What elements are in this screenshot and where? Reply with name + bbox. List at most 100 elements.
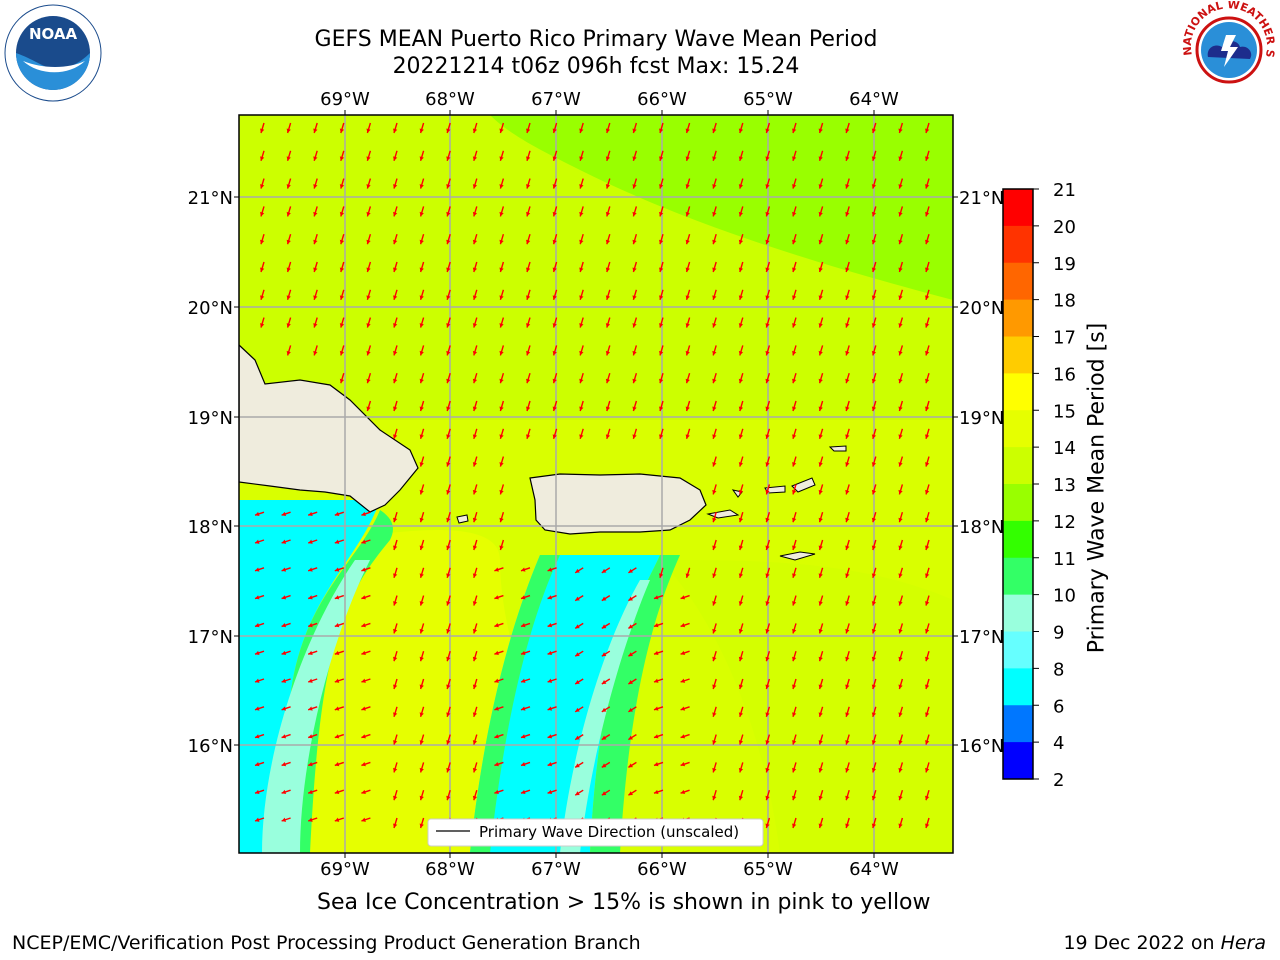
wave-arrow-head [419, 767, 424, 773]
wave-arrow-head [765, 489, 770, 495]
wave-arrow-head [575, 735, 580, 740]
wave-arrow-head [601, 763, 607, 768]
wave-arrow-head [260, 156, 265, 161]
wave-arrow-head [925, 323, 930, 328]
wave-arrow-head [845, 573, 850, 578]
wave-arrow-head [685, 295, 690, 300]
wave-arrow-head [419, 601, 424, 606]
wave-arrow-head [628, 680, 633, 684]
wave-arrow-head [499, 211, 504, 217]
wave-arrow-head [680, 706, 686, 711]
wave-arrow-head [925, 656, 930, 662]
wave-arrow-head [526, 295, 531, 300]
wave-arrow-head [393, 378, 398, 384]
wave-arrow-head [898, 267, 903, 272]
wave-arrow-head [738, 740, 744, 745]
longitude-label: 64°W [849, 859, 899, 880]
wave-arrow-head [845, 656, 850, 662]
wave-arrow-head [393, 156, 398, 161]
wave-arrow-head [393, 350, 398, 356]
wave-arrow-head [579, 211, 584, 217]
wave-arrow-head [472, 628, 478, 634]
wave-arrow-head [308, 567, 313, 572]
wave-arrow-head [738, 323, 744, 328]
wave-arrow-head [260, 239, 265, 245]
wave-arrow-head [366, 128, 371, 133]
wave-arrow-head [685, 211, 690, 217]
wave-arrow-head [446, 795, 451, 801]
longitude-label: 64°W [849, 89, 899, 110]
wave-arrow-head [472, 184, 478, 189]
period-zone-13 [490, 115, 953, 300]
wave-arrow-head [361, 539, 366, 544]
wave-arrow-head [526, 184, 531, 189]
wave-arrow-head [818, 601, 823, 606]
wave-arrow-head [765, 128, 770, 133]
chart-title: GEFS MEAN Puerto Rico Primary Wave Mean … [314, 27, 878, 52]
wave-arrow-head [499, 462, 504, 467]
wave-arrow-head [419, 434, 424, 439]
wave-arrow-head [393, 628, 398, 634]
wave-arrow-head [685, 323, 690, 328]
wave-arrow-head [499, 267, 504, 272]
wave-arrow-head [393, 545, 398, 550]
wave-arrow-head [712, 156, 717, 161]
wave-arrow-head [818, 323, 823, 328]
wave-arrow-head [925, 184, 930, 189]
wave-arrow-head [925, 795, 930, 801]
wave-arrow-head [393, 767, 398, 773]
wave-arrow-head [361, 678, 366, 683]
wave-arrow-head [446, 434, 451, 439]
wave-arrow-head [712, 184, 717, 189]
wave-arrow-head [419, 740, 424, 745]
wave-arrow-head [472, 656, 478, 662]
nws-logo: NATIONAL WEATHER SERVICE [1176, 0, 1278, 99]
wave-arrow-head [632, 184, 637, 189]
wave-arrow-head [898, 156, 903, 161]
wave-arrow-head [659, 573, 664, 578]
wave-arrow-head [871, 767, 877, 773]
wave-arrow-head [339, 239, 345, 245]
wave-arrow-head [628, 624, 633, 629]
wave-arrow-head [632, 128, 637, 133]
wave-arrow-head [605, 378, 611, 384]
wave-arrow-head [898, 211, 903, 217]
wave-arrow-head [898, 434, 903, 439]
latitude-label: 17°N [959, 627, 1004, 648]
wave-arrow-head [871, 601, 877, 606]
wave-arrow-head [579, 350, 584, 356]
wave-arrow-head [446, 740, 451, 745]
wave-arrow-head [575, 568, 580, 573]
wave-arrow-head [281, 567, 287, 572]
wave-arrow-head [818, 184, 823, 189]
latitude-label: 17°N [188, 627, 233, 648]
footer-date-text: 19 Dec 2022 on [1063, 932, 1221, 954]
wave-arrow-head [628, 735, 633, 740]
legend-label: Primary Wave Direction (unscaled) [479, 823, 739, 841]
wave-arrow-head [334, 789, 340, 795]
wave-arrow-head [366, 295, 371, 300]
wave-arrow-head [366, 239, 371, 245]
wave-arrow-head [393, 239, 398, 245]
wave-arrow-head [654, 678, 659, 683]
wave-arrow-head [579, 378, 584, 384]
anegada-island [828, 445, 847, 452]
wave-arrow-head [845, 823, 850, 828]
wave-arrow-head [680, 789, 686, 795]
wave-arrow-head [818, 489, 823, 495]
wave-arrow-head [419, 211, 424, 217]
wave-arrow-head [281, 762, 287, 767]
wave-arrow-head [871, 684, 877, 689]
wave-arrow-head [446, 211, 451, 217]
wave-arrow-head [659, 211, 664, 217]
wave-arrow-head [792, 795, 797, 801]
wave-arrow-head [494, 789, 499, 795]
wave-arrow-head [472, 156, 478, 161]
wave-arrow-head [286, 323, 291, 328]
wave-arrow-head [472, 267, 478, 272]
wave-arrow-head [738, 517, 744, 523]
wave-arrow-head [446, 601, 451, 606]
latitude-label: 21°N [959, 188, 1004, 209]
noaa-logo-text: NOAA [29, 25, 78, 43]
wave-arrow-head [712, 684, 717, 689]
